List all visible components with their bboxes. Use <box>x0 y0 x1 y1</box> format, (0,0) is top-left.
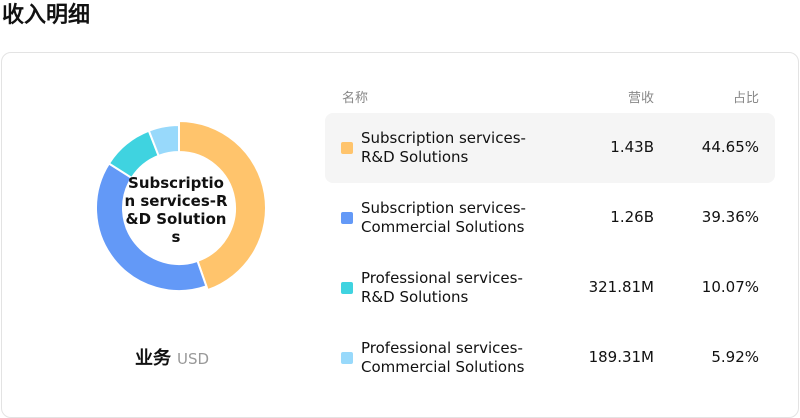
row-revenue: 1.26B <box>610 208 654 226</box>
donut-center-label: Subscription services-R&D Solutions <box>124 174 228 246</box>
footer: 业务 USD <box>135 344 209 370</box>
donut-slice[interactable] <box>147 123 180 158</box>
row-revenue: 321.81M <box>588 278 654 296</box>
row-share: 39.36% <box>701 208 759 226</box>
table-row[interactable]: Professional services-R&D Solutions 321.8… <box>325 253 775 323</box>
donut-slice[interactable] <box>178 119 267 292</box>
row-name: Subscription services-R&D Solutions <box>361 129 526 166</box>
row-share: 5.92% <box>711 348 759 366</box>
column-header: 占比 <box>732 91 759 106</box>
footer-label: 业务 <box>135 348 171 369</box>
legend-swatch <box>341 282 353 294</box>
column-header: 名称 <box>342 91 369 106</box>
row-name: Professional services-Commercial Solutio… <box>361 339 525 376</box>
footer-unit: USD <box>177 350 210 368</box>
column-header: 营收 <box>627 91 654 106</box>
legend-swatch <box>341 212 353 224</box>
row-name: Professional services-R&D Solutions <box>361 269 523 306</box>
row-revenue: 1.43B <box>610 138 654 156</box>
page-title: 收入明细 <box>2 3 91 28</box>
row-name: Subscription services-Commercial Solutio… <box>361 199 526 236</box>
table-row[interactable]: Professional services-Commercial Solutio… <box>325 323 775 393</box>
row-share: 44.65% <box>701 138 759 156</box>
legend-swatch <box>341 352 353 364</box>
donut-slice[interactable] <box>95 162 208 292</box>
table-row[interactable]: Subscription services-Commercial Solutio… <box>325 183 775 253</box>
legend-swatch <box>341 142 353 154</box>
row-revenue: 189.31M <box>588 348 654 366</box>
row-share: 10.07% <box>701 278 759 296</box>
table-row[interactable]: Subscription services-R&D Solutions 1.43B… <box>325 113 775 183</box>
